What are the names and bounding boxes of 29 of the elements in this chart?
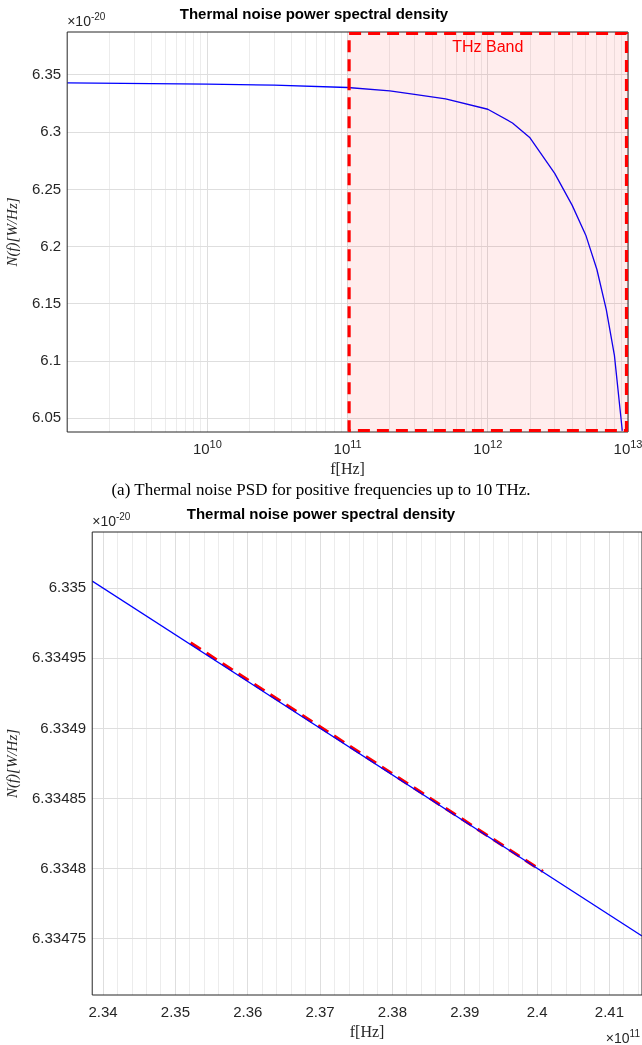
y-tick-label: 6.33495 <box>31 648 87 666</box>
y-axis-title: N(f)[W/Hz] <box>3 728 21 800</box>
x-tick-label: 2.4 <box>526 1003 548 1020</box>
y-tick-label: 6.335 <box>48 578 87 596</box>
y-tick-label: 6.1 <box>40 351 62 369</box>
y-axis-title: N(f)[W/Hz] <box>3 197 21 268</box>
y-tick-label: 6.35 <box>31 65 62 83</box>
y-tick-label: 6.3349 <box>40 718 87 736</box>
x-axis-title: f[Hz] <box>349 1023 385 1040</box>
y-tick-label: 6.25 <box>31 179 62 197</box>
chart-title: Thermal noise power spectral density <box>179 5 449 23</box>
x-tick-label: 2.41 <box>594 1003 625 1020</box>
y-tick-label: 6.3348 <box>40 858 87 876</box>
y-tick-label: 6.2 <box>40 236 62 254</box>
x-tick-label: 2.34 <box>88 1003 118 1020</box>
band-label: THz Band <box>452 38 524 55</box>
x-tick-label: 2.38 <box>377 1003 408 1020</box>
y-tick-label: 6.33485 <box>31 788 87 806</box>
chart-title: Thermal noise power spectral density <box>186 505 456 523</box>
text: (a) Thermal noise PSD for positive frequencies up to 10 THz. <box>111 480 531 499</box>
y-tick-label: 6.15 <box>31 293 62 311</box>
x-tick-label: 2.37 <box>305 1003 335 1020</box>
y-tick-label: 6.3 <box>40 122 62 140</box>
x-tick-label: 2.35 <box>160 1003 191 1020</box>
y-tick-label: 6.05 <box>31 408 62 426</box>
x-tick-label: 2.36 <box>233 1003 263 1020</box>
y-tick-label: 6.33475 <box>31 929 87 947</box>
x-tick-label: 2.39 <box>450 1003 480 1020</box>
x-axis-title: f[Hz] <box>330 460 365 477</box>
